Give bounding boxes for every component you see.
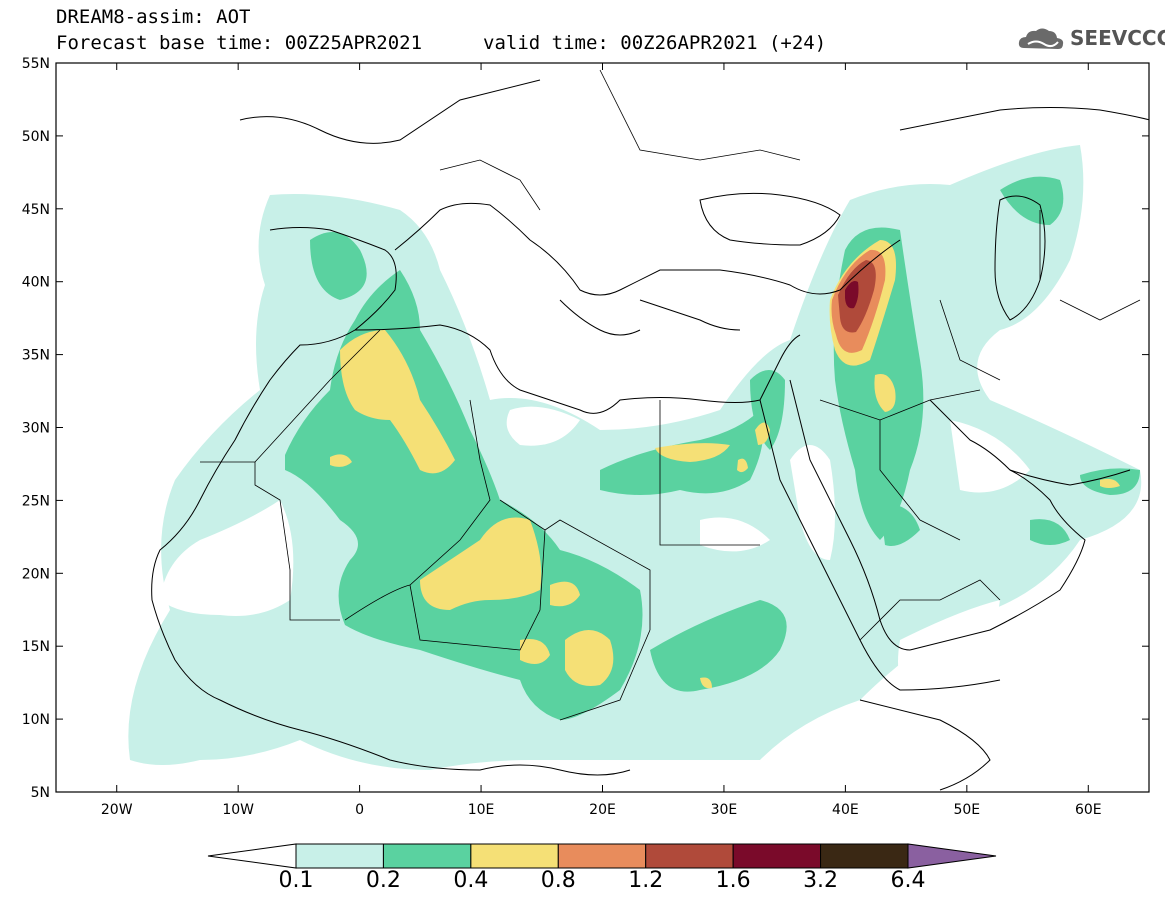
colorbar-label: 1.2 <box>628 868 664 893</box>
lat-tick-label: 55N <box>22 56 50 72</box>
lon-tick-label: 10W <box>222 802 254 818</box>
lat-tick-label: 20N <box>22 566 50 582</box>
seevccc-logo <box>1018 28 1064 49</box>
lon-tick-label: 20E <box>589 802 616 818</box>
lat-axis: 5N 10N 15N 20N 25N 30N 35N 40N 45N 50N 55N <box>22 56 1149 801</box>
colorbar-box <box>557 843 647 869</box>
colorbar-label: 0.2 <box>365 868 401 893</box>
map-title: DREAM8-assim: AOT <box>56 6 251 28</box>
colorbar-label: 0.4 <box>453 868 489 893</box>
coastlines <box>151 79 1149 791</box>
aot-field <box>128 145 1142 770</box>
colorbar-box <box>470 843 559 869</box>
lat-tick-label: 30N <box>22 421 50 437</box>
lon-tick-label: 50E <box>953 802 980 818</box>
colorbar-box <box>732 843 822 869</box>
colorbar <box>207 843 997 869</box>
colorbar-label: 1.6 <box>715 868 751 893</box>
borders <box>200 69 1141 721</box>
colorbar-label: 0.8 <box>540 868 576 893</box>
valid-time-label: valid time: 00Z26APR2021 (+24) <box>483 32 827 54</box>
colorbar-low-triangle <box>207 843 297 869</box>
lat-tick-label: 25N <box>22 493 50 509</box>
lat-tick-label: 40N <box>22 275 50 291</box>
colorbar-label: 0.1 <box>278 868 314 893</box>
lat-tick-label: 15N <box>22 639 50 655</box>
lat-tick-label: 5N <box>31 785 50 801</box>
lat-tick-label: 50N <box>22 129 50 145</box>
colorbar-box <box>295 843 384 869</box>
logo-text: SEEVCCC <box>1070 26 1165 50</box>
colorbar-box <box>820 843 909 869</box>
lon-tick-label: 0 <box>355 802 364 818</box>
lon-tick-label: 20W <box>101 802 133 818</box>
colorbar-label: 6.4 <box>890 868 926 893</box>
lon-tick-label: 60E <box>1075 802 1102 818</box>
lat-tick-label: 10N <box>22 712 50 728</box>
lon-axis: 20W 10W 0 10E 20E 30E 40E 50E 60E <box>101 63 1102 818</box>
colorbar-box <box>382 843 472 869</box>
base-time-label: Forecast base time: 00Z25APR2021 <box>56 32 423 54</box>
colorbar-label: 3.2 <box>803 868 839 893</box>
lon-tick-label: 40E <box>832 802 859 818</box>
lat-tick-label: 35N <box>22 348 50 364</box>
lon-tick-label: 10E <box>468 802 495 818</box>
colorbar-box <box>645 843 734 869</box>
colorbar-high-triangle <box>907 843 997 869</box>
lat-tick-label: 45N <box>22 202 50 218</box>
lon-tick-label: 30E <box>711 802 738 818</box>
